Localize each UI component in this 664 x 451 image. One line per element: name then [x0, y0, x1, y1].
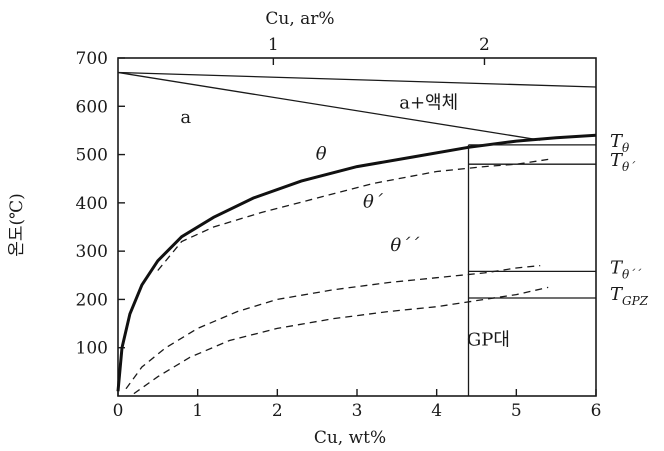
- x-tick-label: 4: [431, 401, 442, 421]
- y-tick-label: 500: [76, 146, 108, 166]
- y-tick-label: 400: [76, 194, 108, 214]
- x-tick-label: 1: [192, 401, 203, 421]
- y-tick-label: 600: [76, 97, 108, 117]
- x-axis-title: Cu, wt%: [314, 428, 386, 448]
- right-label-sub: θ´: [622, 160, 636, 174]
- y-tick-label: 300: [76, 242, 108, 262]
- plot-area: 0 1 2 3 4 5 6 100 200 300 400 500 600 700 1 2 a a+액체 θ θ´ θ´…: [76, 35, 649, 421]
- region-label-theta-dprime: θ´´: [390, 235, 420, 256]
- region-label-theta-prime: θ´: [363, 192, 384, 213]
- top-tick-label: 2: [479, 35, 490, 55]
- right-label-sub: θ: [622, 141, 630, 155]
- y-tick-label: 200: [76, 290, 108, 310]
- series-line-theta-solvus: [116, 133, 597, 392]
- y-axis-title: 온도(℃): [7, 193, 27, 257]
- y-tick-label: 100: [76, 339, 108, 359]
- right-label-t-gpz: TGPZ: [610, 284, 649, 308]
- region-label-theta: θ: [316, 143, 327, 164]
- x-tick-label: 5: [511, 401, 522, 421]
- region-label-gp-zone: GP대: [467, 329, 510, 350]
- series-line-liquidus-lower: [117, 71, 541, 141]
- series-line-gpz-solvus: [133, 286, 549, 395]
- right-label-main: T: [610, 257, 624, 278]
- right-label-t-theta-dprime: Tθ´´: [610, 257, 642, 281]
- top-axis-title: Cu, ar%: [265, 9, 334, 29]
- x-tick-label: 6: [591, 401, 602, 421]
- right-label-t-theta-prime: Tθ´: [610, 150, 636, 174]
- top-tick-label: 1: [268, 35, 279, 55]
- right-label-sub: GPZ: [622, 294, 649, 308]
- right-label-t-theta: Tθ: [610, 131, 630, 155]
- series-line-theta-dprime-solvus: [125, 264, 541, 390]
- x-tick-label: 2: [272, 401, 283, 421]
- right-label-main: T: [610, 284, 624, 305]
- region-label-alpha: a: [180, 107, 191, 128]
- x-tick-label: 0: [113, 401, 124, 421]
- y-tick-label: 700: [76, 49, 108, 69]
- region-label-alpha-liquid: a+액체: [399, 93, 458, 114]
- series-line-liquidus-upper: [117, 71, 597, 88]
- right-label-main: T: [610, 150, 624, 171]
- right-label-main: T: [610, 131, 624, 152]
- right-label-sub: θ´´: [622, 267, 642, 281]
- series-line-theta-prime-solvus: [157, 158, 549, 271]
- x-tick-label: 3: [352, 401, 363, 421]
